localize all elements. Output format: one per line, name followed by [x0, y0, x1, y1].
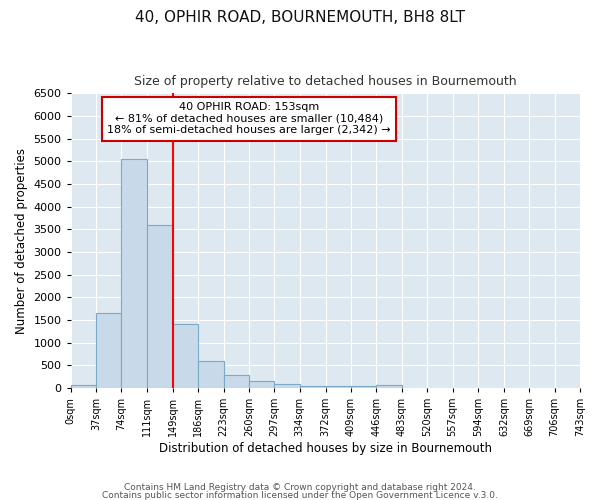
Bar [71, 384, 96, 388]
Text: Contains HM Land Registry data © Crown copyright and database right 2024.: Contains HM Land Registry data © Crown c… [124, 483, 476, 492]
Bar [274, 384, 299, 388]
Text: 40, OPHIR ROAD, BOURNEMOUTH, BH8 8LT: 40, OPHIR ROAD, BOURNEMOUTH, BH8 8LT [135, 10, 465, 25]
Text: 40 OPHIR ROAD: 153sqm
← 81% of detached houses are smaller (10,484)
18% of semi-: 40 OPHIR ROAD: 153sqm ← 81% of detached … [107, 102, 391, 136]
Bar [96, 313, 121, 388]
Bar [173, 324, 198, 388]
Bar [326, 386, 351, 388]
Bar [351, 386, 376, 388]
Title: Size of property relative to detached houses in Bournemouth: Size of property relative to detached ho… [134, 75, 517, 88]
Text: Contains public sector information licensed under the Open Government Licence v.: Contains public sector information licen… [102, 490, 498, 500]
Bar [198, 360, 224, 388]
Bar [224, 375, 249, 388]
Bar [121, 159, 147, 388]
Y-axis label: Number of detached properties: Number of detached properties [15, 148, 28, 334]
Bar [376, 386, 402, 388]
X-axis label: Distribution of detached houses by size in Bournemouth: Distribution of detached houses by size … [159, 442, 492, 455]
Bar [299, 386, 326, 388]
Bar [147, 225, 173, 388]
Bar [249, 381, 274, 388]
